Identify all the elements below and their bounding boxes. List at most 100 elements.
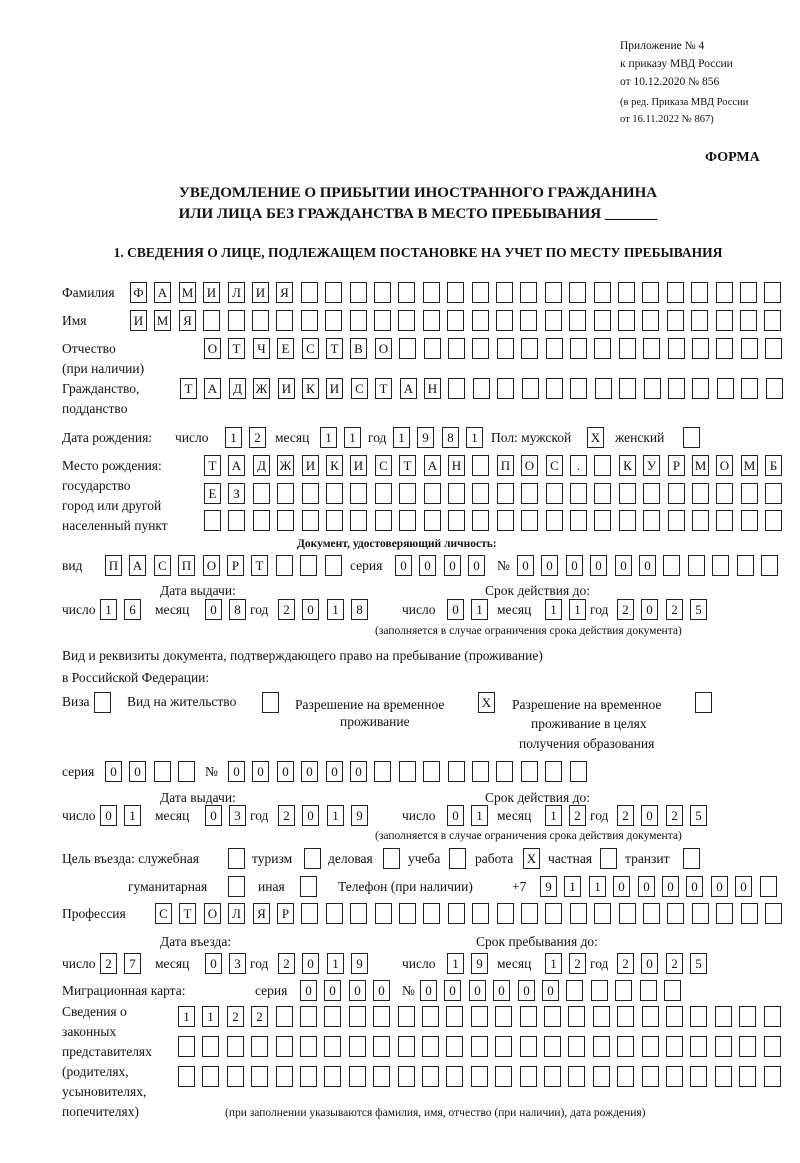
char-cell[interactable]: [350, 903, 367, 924]
char-cell[interactable]: [569, 310, 586, 331]
char-cell[interactable]: Т: [228, 338, 245, 359]
char-cell[interactable]: [350, 310, 367, 331]
char-cell[interactable]: [300, 876, 317, 897]
char-cell[interactable]: С: [375, 455, 392, 476]
char-cell[interactable]: [570, 761, 587, 782]
char-cell[interactable]: [349, 1066, 366, 1087]
char-cell[interactable]: [619, 378, 636, 399]
char-cell[interactable]: [683, 848, 700, 869]
char-cell[interactable]: Т: [251, 555, 268, 576]
char-cell[interactable]: [617, 1066, 634, 1087]
char-cell[interactable]: 1: [178, 1006, 195, 1027]
char-cell[interactable]: [764, 1006, 781, 1027]
char-cell[interactable]: 0: [350, 761, 367, 782]
char-cell[interactable]: [521, 761, 538, 782]
char-cell[interactable]: 9: [540, 876, 557, 897]
char-cell[interactable]: [643, 903, 660, 924]
char-cell[interactable]: 9: [417, 427, 434, 448]
char-cell[interactable]: Ж: [253, 378, 270, 399]
char-cell[interactable]: 0: [373, 980, 390, 1001]
char-cell[interactable]: [383, 848, 400, 869]
char-cell[interactable]: [692, 338, 709, 359]
char-cell[interactable]: [252, 310, 269, 331]
char-cell[interactable]: [495, 1006, 512, 1027]
char-cell[interactable]: 0: [326, 761, 343, 782]
char-cell[interactable]: 5: [690, 805, 707, 826]
char-cell[interactable]: Т: [204, 455, 221, 476]
char-cell[interactable]: [568, 1066, 585, 1087]
char-cell[interactable]: 1: [320, 427, 337, 448]
char-cell[interactable]: 0: [395, 555, 412, 576]
char-cell[interactable]: Н: [424, 378, 441, 399]
char-cell[interactable]: [619, 903, 636, 924]
char-cell[interactable]: [591, 980, 608, 1001]
char-cell[interactable]: Л: [228, 903, 245, 924]
char-cell[interactable]: О: [716, 455, 733, 476]
char-cell[interactable]: [668, 338, 685, 359]
char-cell[interactable]: [521, 510, 538, 531]
char-cell[interactable]: [667, 903, 684, 924]
char-cell[interactable]: [325, 310, 342, 331]
char-cell[interactable]: И: [278, 378, 295, 399]
char-cell[interactable]: [228, 848, 245, 869]
char-cell[interactable]: [497, 483, 514, 504]
char-cell[interactable]: [496, 310, 513, 331]
char-cell[interactable]: [423, 761, 440, 782]
char-cell[interactable]: И: [130, 310, 147, 331]
char-cell[interactable]: [595, 378, 612, 399]
char-cell[interactable]: 0: [566, 555, 583, 576]
char-cell[interactable]: 3: [229, 805, 246, 826]
char-cell[interactable]: [472, 903, 489, 924]
char-cell[interactable]: Ч: [253, 338, 270, 359]
char-cell[interactable]: 0: [300, 980, 317, 1001]
char-cell[interactable]: К: [326, 455, 343, 476]
char-cell[interactable]: [741, 510, 758, 531]
char-cell[interactable]: [301, 903, 318, 924]
char-cell[interactable]: [350, 282, 367, 303]
char-cell[interactable]: [666, 1066, 683, 1087]
char-cell[interactable]: 2: [666, 599, 683, 620]
char-cell[interactable]: [692, 510, 709, 531]
char-cell[interactable]: [741, 378, 758, 399]
char-cell[interactable]: [692, 378, 709, 399]
char-cell[interactable]: [422, 1066, 439, 1087]
char-cell[interactable]: [276, 1006, 293, 1027]
char-cell[interactable]: С: [155, 903, 172, 924]
char-cell[interactable]: 0: [252, 761, 269, 782]
char-cell[interactable]: И: [302, 455, 319, 476]
char-cell[interactable]: 0: [641, 805, 658, 826]
char-cell[interactable]: 0: [129, 761, 146, 782]
char-cell[interactable]: 0: [447, 805, 464, 826]
char-cell[interactable]: [739, 1006, 756, 1027]
char-cell[interactable]: С: [154, 555, 171, 576]
char-cell[interactable]: [570, 378, 587, 399]
char-cell[interactable]: [301, 282, 318, 303]
char-cell[interactable]: Н: [448, 455, 465, 476]
char-cell[interactable]: [760, 876, 777, 897]
char-cell[interactable]: С: [302, 338, 319, 359]
char-cell[interactable]: Т: [399, 455, 416, 476]
char-cell[interactable]: [472, 282, 489, 303]
char-cell[interactable]: Д: [253, 455, 270, 476]
char-cell[interactable]: [521, 338, 538, 359]
char-cell[interactable]: [716, 282, 733, 303]
char-cell[interactable]: [716, 483, 733, 504]
char-cell[interactable]: [739, 1036, 756, 1057]
char-cell[interactable]: [422, 1036, 439, 1057]
char-cell[interactable]: [668, 483, 685, 504]
char-cell[interactable]: [496, 761, 513, 782]
char-cell[interactable]: О: [375, 338, 392, 359]
char-cell[interactable]: [691, 282, 708, 303]
char-cell[interactable]: [546, 338, 563, 359]
char-cell[interactable]: [716, 338, 733, 359]
char-cell[interactable]: Ф: [130, 282, 147, 303]
char-cell[interactable]: П: [497, 455, 514, 476]
char-cell[interactable]: [521, 903, 538, 924]
char-cell[interactable]: Я: [253, 903, 270, 924]
char-cell[interactable]: М: [741, 455, 758, 476]
char-cell[interactable]: И: [350, 455, 367, 476]
char-cell[interactable]: 0: [518, 980, 535, 1001]
char-cell[interactable]: 0: [639, 555, 656, 576]
char-cell[interactable]: 2: [249, 427, 266, 448]
char-cell[interactable]: [520, 310, 537, 331]
